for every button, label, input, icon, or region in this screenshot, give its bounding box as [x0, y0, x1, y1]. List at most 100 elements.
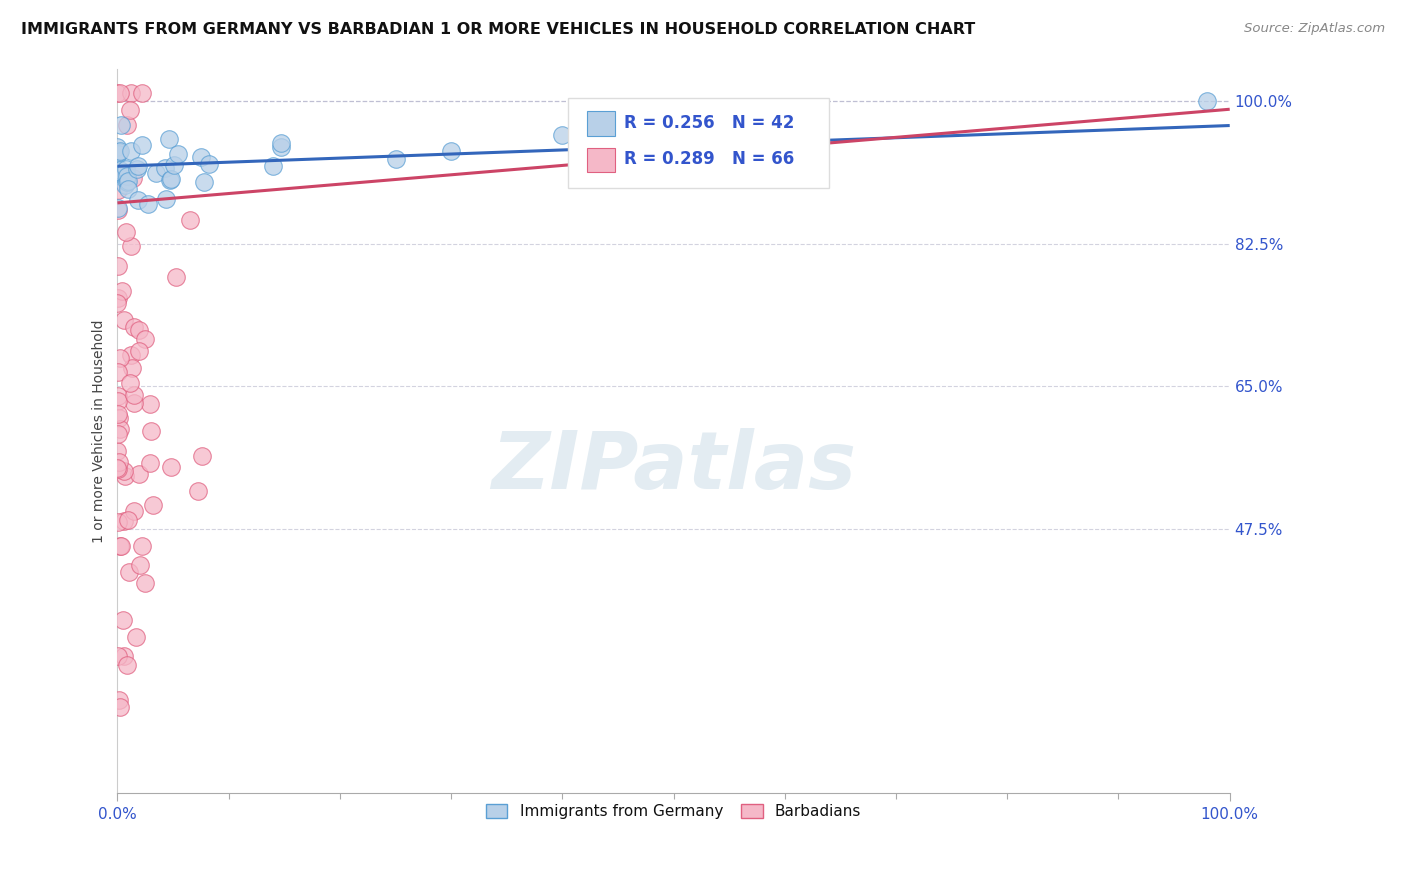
Point: [107, 292, 129, 306]
Point: [108, 351, 131, 365]
Point: [127, 193, 149, 207]
Point: [122, 504, 145, 518]
Point: [111, 284, 134, 298]
Point: [110, 539, 132, 553]
Point: [125, 162, 148, 177]
Point: [191, 449, 214, 463]
Point: [107, 259, 129, 273]
Text: R = 0.256   N = 42: R = 0.256 N = 42: [623, 114, 794, 132]
Point: [1197, 94, 1219, 108]
Point: [107, 394, 129, 409]
Point: [117, 566, 139, 580]
Point: [134, 332, 156, 346]
Point: [108, 144, 131, 158]
Point: [131, 86, 153, 100]
Point: [110, 118, 132, 132]
Text: Source: ZipAtlas.com: Source: ZipAtlas.com: [1244, 22, 1385, 36]
Point: [112, 464, 135, 478]
Point: [108, 455, 131, 469]
Y-axis label: 1 or more Vehicles in Household: 1 or more Vehicles in Household: [93, 319, 107, 542]
Point: [111, 166, 134, 180]
Point: [107, 201, 129, 215]
Point: [662, 141, 685, 155]
Point: [262, 159, 284, 173]
Point: [136, 197, 159, 211]
Text: IMMIGRANTS FROM GERMANY VS BARBADIAN 1 OR MORE VEHICLES IN HOUSEHOLD CORRELATION: IMMIGRANTS FROM GERMANY VS BARBADIAN 1 O…: [21, 22, 976, 37]
Point: [107, 202, 129, 217]
Point: [167, 146, 190, 161]
Point: [115, 175, 138, 189]
Point: [107, 147, 129, 161]
Point: [193, 175, 215, 189]
Point: [179, 213, 201, 227]
Legend: Immigrants from Germany, Barbadians: Immigrants from Germany, Barbadians: [479, 798, 868, 826]
Point: [112, 649, 135, 664]
Point: [124, 395, 146, 409]
Point: [153, 161, 176, 175]
Point: [124, 320, 146, 334]
Point: [187, 484, 209, 499]
Point: [107, 296, 129, 310]
Point: [108, 410, 131, 425]
Point: [124, 630, 146, 644]
Point: [120, 239, 142, 253]
Point: [551, 128, 574, 143]
Point: [131, 539, 153, 553]
Point: [118, 103, 141, 117]
Point: [120, 86, 142, 100]
Point: [129, 558, 152, 573]
Text: R = 0.289   N = 66: R = 0.289 N = 66: [623, 150, 794, 168]
Bar: [586, 112, 614, 136]
Point: [107, 86, 129, 100]
Bar: [586, 147, 614, 172]
Point: [127, 159, 149, 173]
Point: [107, 462, 129, 476]
Point: [107, 693, 129, 707]
Point: [139, 397, 162, 411]
Point: [163, 158, 186, 172]
Point: [107, 140, 129, 154]
Point: [139, 425, 162, 439]
Point: [155, 192, 177, 206]
Point: [190, 150, 212, 164]
Point: [134, 575, 156, 590]
Point: [110, 162, 132, 177]
Point: [107, 407, 129, 421]
Point: [112, 313, 135, 327]
Point: [128, 343, 150, 358]
Point: [110, 86, 132, 100]
Point: [108, 421, 131, 435]
Point: [107, 183, 129, 197]
Point: [117, 174, 139, 188]
Point: [131, 138, 153, 153]
Point: [128, 323, 150, 337]
Point: [107, 365, 129, 379]
Point: [384, 152, 406, 166]
Point: [128, 467, 150, 481]
Point: [107, 648, 129, 663]
Point: [121, 170, 143, 185]
Point: [142, 499, 165, 513]
Point: [440, 145, 463, 159]
Point: [115, 119, 138, 133]
Point: [108, 168, 131, 182]
Point: [114, 161, 136, 176]
Point: [115, 225, 138, 239]
Point: [118, 376, 141, 390]
Point: [121, 360, 143, 375]
Point: [108, 700, 131, 714]
Point: [112, 514, 135, 528]
Point: [160, 459, 183, 474]
Point: [117, 182, 139, 196]
Point: [107, 389, 129, 403]
Point: [122, 388, 145, 402]
Point: [120, 144, 142, 158]
Point: [115, 657, 138, 672]
Point: [114, 468, 136, 483]
Point: [107, 460, 129, 475]
Point: [807, 131, 830, 145]
Point: [111, 613, 134, 627]
FancyBboxPatch shape: [568, 97, 830, 188]
Point: [157, 132, 180, 146]
Point: [107, 444, 129, 458]
